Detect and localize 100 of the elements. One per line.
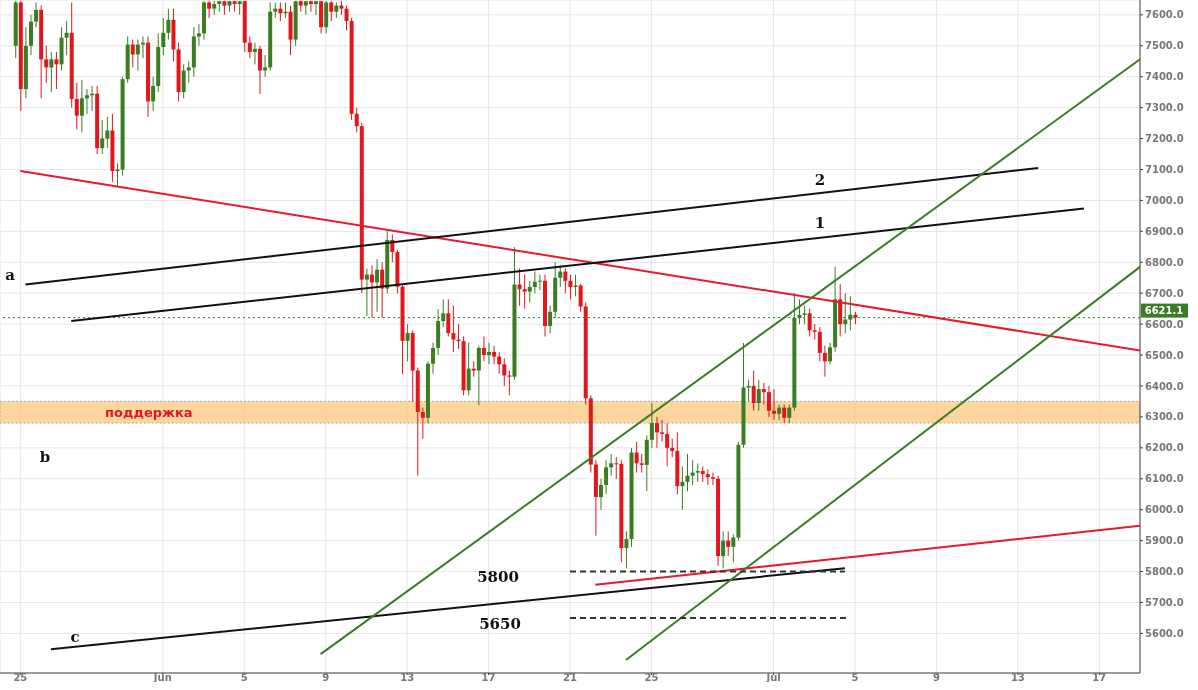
candlestick <box>624 530 629 569</box>
candlestick <box>115 162 120 187</box>
candlestick <box>487 342 492 365</box>
candlestick <box>100 119 105 155</box>
candlestick <box>466 342 471 396</box>
candlestick <box>481 336 486 362</box>
annotation: 1 <box>814 214 826 232</box>
candlestick <box>598 478 603 511</box>
candlestick <box>670 438 675 458</box>
candlestick <box>604 459 609 495</box>
band-label: поддержка <box>105 404 193 420</box>
candlestick <box>680 465 685 511</box>
candlestick <box>44 45 49 84</box>
candlestick <box>431 342 436 375</box>
x-tick-label: 25 <box>13 672 28 684</box>
candlestick <box>166 8 171 41</box>
annotation: 5650 <box>479 615 521 633</box>
candlestick <box>649 402 654 449</box>
candlestick <box>726 530 731 557</box>
candlestick <box>329 0 334 22</box>
candlestick <box>471 360 476 378</box>
y-tick-label: 6500.0 <box>1145 349 1184 361</box>
candlestick <box>705 468 710 486</box>
candlestick <box>405 323 410 362</box>
candlestick <box>375 258 380 313</box>
candlestick <box>828 342 833 365</box>
y-tick-label: 7400.0 <box>1145 71 1184 83</box>
candlestick <box>537 274 542 291</box>
candlestick <box>746 379 751 402</box>
x-tick-label: 9 <box>932 672 940 684</box>
candlestick <box>782 404 787 424</box>
candlestick <box>573 274 578 297</box>
candlestick <box>54 51 59 90</box>
candlestick <box>665 422 670 467</box>
candlestick <box>161 17 166 56</box>
candlestick <box>685 453 690 492</box>
candlestick <box>721 530 726 569</box>
candlestick <box>787 404 792 424</box>
y-tick-label: 7600.0 <box>1145 9 1184 21</box>
y-tick-label: 7500.0 <box>1145 40 1184 52</box>
annotation: b <box>39 448 51 466</box>
candlestick <box>247 36 252 59</box>
candlestick <box>105 116 110 149</box>
candlestick <box>766 385 771 418</box>
x-tick-label: 25 <box>644 672 659 684</box>
candlestick <box>639 453 644 474</box>
y-tick-label: 7200.0 <box>1145 133 1184 145</box>
candlestick <box>130 39 135 68</box>
candlestick <box>751 370 756 412</box>
x-tick-label: 13 <box>1010 672 1025 684</box>
y-tick-label: 5600.0 <box>1145 627 1184 639</box>
candlestick <box>761 382 766 406</box>
candlestick <box>74 82 79 130</box>
candlestick <box>568 274 573 300</box>
y-tick-label: 6800.0 <box>1145 256 1184 268</box>
x-tick-label: 5 <box>851 672 859 684</box>
x-tick-label: 13 <box>400 672 415 684</box>
candlestick <box>558 264 563 288</box>
candlestick <box>507 370 512 396</box>
candlestick <box>695 462 700 483</box>
y-tick-label: 6300.0 <box>1145 411 1184 423</box>
candlestick <box>181 63 186 99</box>
y-tick-label: 6000.0 <box>1145 504 1184 516</box>
candlestick <box>492 345 497 365</box>
candlestick <box>354 107 359 133</box>
candlestick <box>710 472 715 486</box>
y-tick-label: 7000.0 <box>1145 194 1184 206</box>
y-tick-label: 7100.0 <box>1145 164 1184 176</box>
candlestick <box>807 308 812 337</box>
y-tick-label: 5800.0 <box>1145 566 1184 578</box>
candlestick <box>731 533 736 563</box>
candlestick <box>49 51 54 93</box>
y-tick-label: 6100.0 <box>1145 473 1184 485</box>
ref-line-label: 6621.1 <box>1144 305 1184 317</box>
candlestick <box>502 357 507 387</box>
candlestick <box>79 79 84 133</box>
candlestick <box>756 379 761 412</box>
y-tick-label: 5900.0 <box>1145 535 1184 547</box>
annotation: a <box>5 266 16 284</box>
candlestick <box>135 39 140 72</box>
candlestick <box>812 323 817 341</box>
candlestick <box>822 345 827 378</box>
x-tick-label: 9 <box>322 672 330 684</box>
candlestick <box>64 20 69 56</box>
annotation: 2 <box>814 171 826 189</box>
candlestick <box>563 267 568 294</box>
annotation: c <box>70 628 80 646</box>
x-tick-label: 17 <box>1092 672 1107 684</box>
candlestick <box>497 351 502 375</box>
candlestick <box>308 0 313 13</box>
y-tick-label: 6200.0 <box>1145 442 1184 454</box>
y-tick-label: 6600.0 <box>1145 318 1184 330</box>
y-tick-label: 6400.0 <box>1145 380 1184 392</box>
x-tick-label: 5 <box>240 672 248 684</box>
candlestick <box>772 388 777 421</box>
candlestick <box>186 60 191 84</box>
candlestick <box>420 407 425 440</box>
candlestick <box>344 5 349 31</box>
candlestick <box>263 54 268 78</box>
candlestick <box>532 271 537 294</box>
